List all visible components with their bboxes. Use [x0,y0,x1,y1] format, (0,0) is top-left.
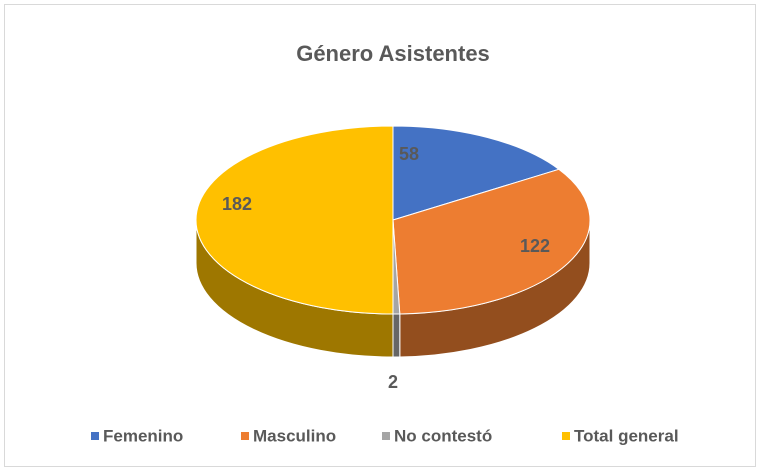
legend-swatch [241,432,249,440]
slice [392,125,560,221]
data-label: 182 [222,194,252,214]
data-label: 122 [520,236,550,256]
data-label: 58 [399,144,419,164]
legend-label: No contestó [394,426,492,445]
legend-swatch [562,432,570,440]
slice-side [392,313,401,358]
pie: 58 122 2 182 [195,125,591,392]
legend-swatch [382,432,390,440]
legend-label: Total general [574,426,679,445]
data-label: 2 [388,372,398,392]
legend: Femenino Masculino No contestó Total genera… [91,426,679,445]
slice [195,125,394,315]
chart-title: Género Asistentes [296,41,490,66]
legend-swatch [91,432,99,440]
legend-label: Femenino [103,426,183,445]
slice [392,168,591,315]
legend-label: Masculino [253,426,336,445]
